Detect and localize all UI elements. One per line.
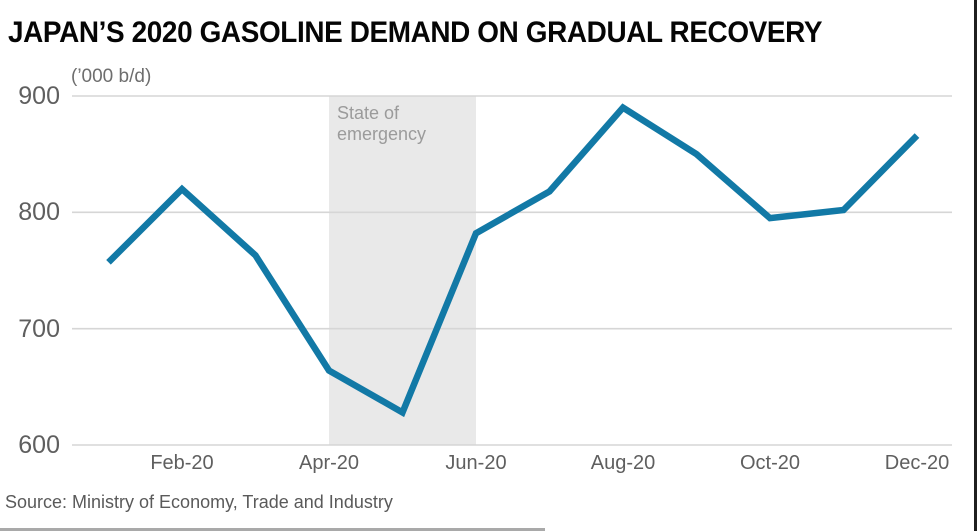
y-axis-tick-label: 600 xyxy=(18,431,60,459)
x-axis-tick-label: Jun-20 xyxy=(445,452,507,474)
chart-title: JAPAN’S 2020 GASOLINE DEMAND ON GRADUAL … xyxy=(8,16,823,49)
screenshot-right-border xyxy=(974,0,977,531)
y-axis-tick-label: 800 xyxy=(18,198,60,227)
x-axis-tick-label: Feb-20 xyxy=(150,452,214,474)
emergency-band xyxy=(329,96,476,445)
y-axis-tick-label: 900 xyxy=(18,82,60,110)
demand-line xyxy=(106,103,920,418)
y-axis-tick-label: 700 xyxy=(18,314,60,343)
x-axis-tick-label: Aug-20 xyxy=(590,452,656,474)
x-axis-tick-label: Dec-20 xyxy=(884,452,950,474)
y-axis-unit-label: (’000 b/d) xyxy=(71,66,152,87)
x-axis-tick-label: Oct-20 xyxy=(739,452,801,474)
screenshot-bottom-border xyxy=(0,528,545,531)
source-attribution: Source: Ministry of Economy, Trade and I… xyxy=(5,492,393,512)
x-axis-tick-label: Apr-20 xyxy=(298,452,360,474)
state-of-emergency-annotation: State of emergency xyxy=(337,103,427,144)
